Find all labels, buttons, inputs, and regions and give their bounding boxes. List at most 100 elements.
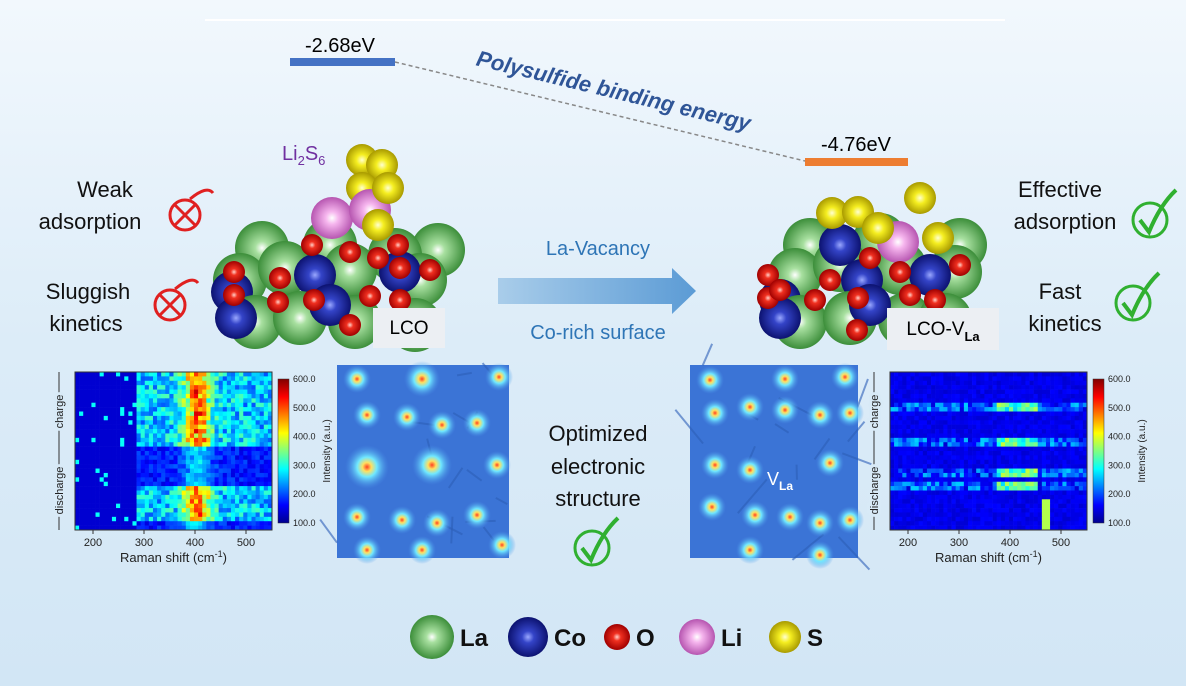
heatmap-cell <box>111 477 117 483</box>
heatmap-cell <box>194 402 199 408</box>
heatmap-cell <box>148 407 154 412</box>
heatmap-cell <box>218 516 224 522</box>
heatmap-cell <box>222 486 228 491</box>
heatmap-cell <box>1009 415 1014 421</box>
heatmap-cell <box>161 385 166 390</box>
heatmap-cell <box>177 376 183 382</box>
heatmap-cell <box>1000 516 1006 522</box>
heatmap-cell <box>984 516 989 522</box>
heatmap-cell <box>75 442 80 447</box>
heatmap-cell <box>87 503 92 509</box>
heatmap-cell <box>1004 516 1010 522</box>
heatmap-cell <box>1050 472 1055 478</box>
heatmap-cell <box>931 494 936 500</box>
heatmap-cell <box>259 512 265 518</box>
heatmap-cell <box>1062 521 1067 526</box>
heatmap-cell <box>1070 481 1075 487</box>
heatmap-cell <box>914 398 920 404</box>
heatmap-cell <box>1004 442 1010 447</box>
heatmap-cell <box>173 376 178 382</box>
heatmap-cell <box>214 481 219 487</box>
heatmap-cell <box>1017 433 1022 439</box>
heatmap-cell <box>251 389 256 395</box>
heatmap-cell <box>255 499 260 504</box>
heatmap-cell <box>83 508 88 513</box>
heatmap-cell <box>189 398 195 404</box>
heatmap-cell <box>169 516 174 522</box>
heatmap-cell <box>988 459 993 465</box>
heatmap-cell <box>243 380 248 386</box>
heatmap-cell <box>996 516 1002 522</box>
heatmap-cell <box>222 424 228 430</box>
heatmap-cell <box>922 446 928 452</box>
heatmap-cell <box>980 398 985 404</box>
heatmap-cell <box>1013 398 1018 404</box>
heatmap-cell <box>1017 376 1022 382</box>
heatmap-cell <box>1082 433 1088 439</box>
heatmap-cell <box>177 494 183 500</box>
heatmap-cell <box>194 429 199 434</box>
heatmap-cell <box>214 389 219 395</box>
heatmap-cell <box>914 433 920 439</box>
heatmap-cell <box>1070 437 1075 443</box>
heatmap-cell <box>91 372 96 377</box>
heatmap-cell <box>1054 398 1059 404</box>
heatmap-cell <box>161 512 166 518</box>
heatmap-cell <box>967 472 973 478</box>
heatmap-cell <box>235 385 240 390</box>
heatmap-cell <box>910 521 915 526</box>
heatmap-cell <box>120 429 125 434</box>
heatmap-cell <box>951 477 956 483</box>
heatmap-cell <box>1013 442 1018 447</box>
heatmap-cell <box>931 415 936 421</box>
heatmap-cell <box>922 525 928 531</box>
heatmap-cell <box>996 407 1002 412</box>
heatmap-cell <box>161 393 166 399</box>
map-bond <box>791 533 825 561</box>
heatmap-cell <box>263 490 269 496</box>
heatmap-cell <box>1078 415 1084 421</box>
heatmap-cell <box>1025 424 1030 430</box>
heatmap-cell <box>259 525 265 531</box>
heatmap-cell <box>128 494 133 500</box>
heatmap-cell <box>214 468 219 474</box>
heatmap-cell <box>152 468 158 474</box>
heatmap-cell <box>214 494 219 500</box>
heatmap-cell <box>230 424 236 430</box>
heatmap-cell <box>914 415 920 421</box>
heatmap-cell <box>222 385 228 390</box>
heatmap-cell <box>235 398 240 404</box>
heatmap-cell <box>1066 446 1071 452</box>
heatmap-cell <box>181 420 187 425</box>
heatmap-cell <box>906 402 911 408</box>
heatmap-cell <box>177 499 183 504</box>
heatmap-cell <box>951 376 956 382</box>
heatmap-cell <box>902 372 907 377</box>
heatmap-cell <box>910 411 915 417</box>
heatmap-cell <box>173 398 178 404</box>
heatmap-cell <box>79 372 84 377</box>
heatmap-cell <box>972 433 977 439</box>
heatmap-cell <box>251 407 256 412</box>
heatmap-cell <box>1000 442 1006 447</box>
heatmap-cell <box>1045 490 1051 496</box>
heatmap-cell <box>1041 490 1047 496</box>
heatmap-cell <box>976 525 981 531</box>
heatmap-cell <box>230 446 236 452</box>
atom-o <box>769 279 791 301</box>
heatmap-cell <box>181 442 187 447</box>
heatmap-cell <box>1054 486 1059 491</box>
heatmap-cell <box>161 459 166 465</box>
heatmap-cell <box>972 477 977 483</box>
heatmap-cell <box>255 516 260 522</box>
heatmap-cell <box>931 433 936 439</box>
heatmap-cell <box>83 446 88 452</box>
heatmap-cell <box>177 389 183 395</box>
heatmap-cell <box>951 385 956 390</box>
heatmap-cell <box>906 451 911 456</box>
map-atom <box>806 401 834 429</box>
heatmap-cell <box>951 503 956 509</box>
heatmap-cell <box>214 503 219 509</box>
heatmap-cell <box>947 411 952 417</box>
heatmap-cell <box>181 455 187 461</box>
